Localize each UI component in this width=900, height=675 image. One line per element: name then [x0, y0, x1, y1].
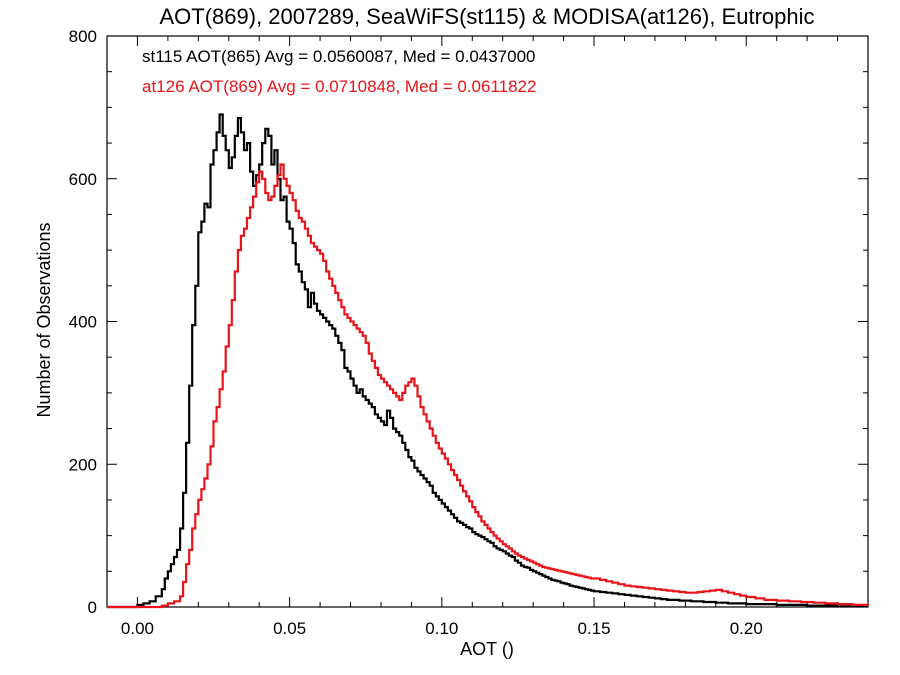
x-tick-label: 0.15: [577, 619, 610, 638]
x-axis: 0.00 0.05 0.10 0.15 0.20: [121, 36, 869, 638]
series-line-st115: [107, 113, 868, 609]
y-tick-label: 400: [69, 313, 97, 332]
plot-border: [106, 35, 869, 608]
x-tick-label: 0.00: [121, 619, 154, 638]
series-line-at126: [107, 163, 870, 609]
series-layer: [107, 113, 870, 609]
y-tick-label: 800: [69, 27, 97, 46]
y-tick-label: 600: [69, 170, 97, 189]
legend-entry-st115: st115 AOT(865) Avg = 0.0560087, Med = 0.…: [142, 47, 536, 66]
x-tick-label: 0.05: [273, 619, 306, 638]
legend-entry-at126: at126 AOT(869) Avg = 0.0710848, Med = 0.…: [142, 77, 536, 96]
y-axis-label: Number of Observations: [34, 222, 54, 417]
y-tick-label: 0: [88, 598, 97, 617]
chart-title: AOT(869), 2007289, SeaWiFS(st115) & MODI…: [160, 4, 815, 29]
x-tick-label: 0.10: [425, 619, 458, 638]
plot-frame: [106, 35, 869, 608]
x-axis-label: AOT (): [460, 639, 514, 659]
y-tick-label: 200: [69, 455, 97, 474]
y-axis: 0 200 400 600 800: [69, 27, 868, 617]
x-tick-label: 0.20: [730, 619, 763, 638]
